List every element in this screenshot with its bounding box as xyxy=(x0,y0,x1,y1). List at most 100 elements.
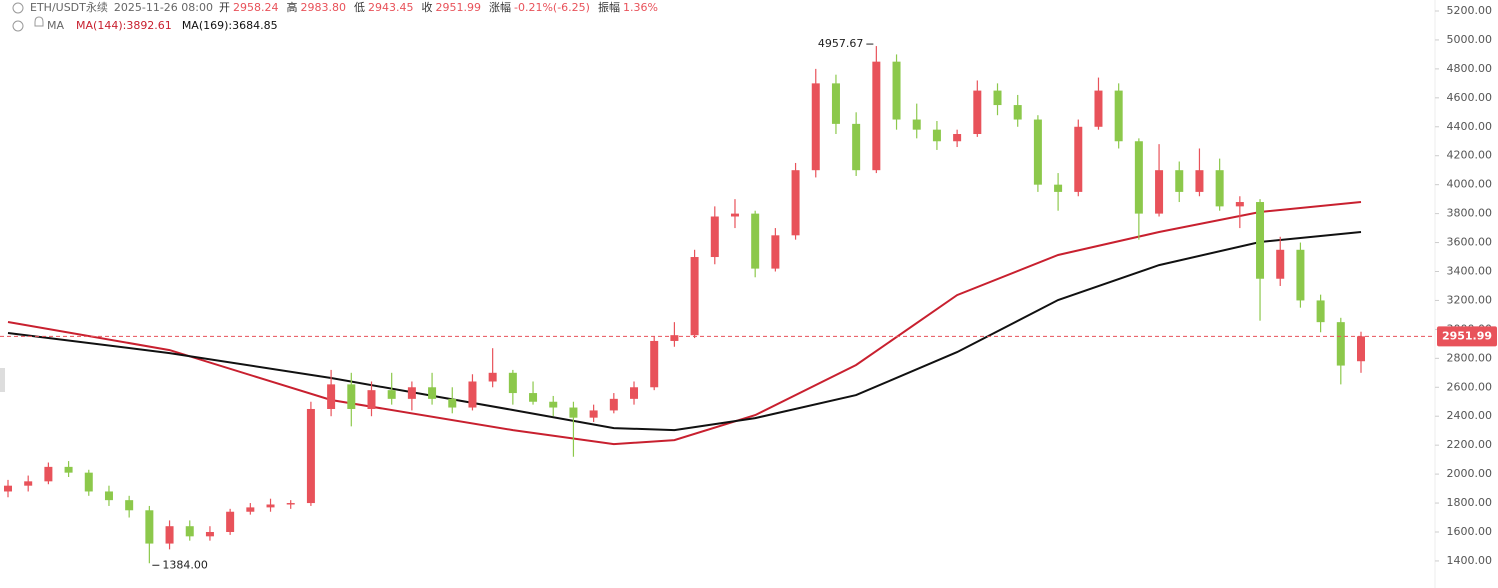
candle-body xyxy=(387,390,396,399)
candle-body xyxy=(226,511,235,532)
candle-body xyxy=(650,340,659,388)
candle-body xyxy=(266,504,275,508)
header-text: MA(144):3892.61 xyxy=(76,19,172,32)
header-text: 2943.45 xyxy=(368,1,414,14)
candle-body xyxy=(1054,184,1063,192)
header-text: ETH/USDT永续 xyxy=(30,0,108,14)
candle-body xyxy=(549,401,558,408)
candle-body xyxy=(973,90,982,135)
y-tick-label: 2800.00 xyxy=(1447,351,1493,364)
candle-body xyxy=(468,381,477,408)
candle-body xyxy=(1013,105,1022,120)
candle-body xyxy=(4,485,12,492)
candle-body xyxy=(751,213,760,269)
header-text: 2951.99 xyxy=(436,1,482,14)
header-text: 振幅 xyxy=(598,0,620,14)
indicator-line: MA MA(144):3892.61 MA(169):3684.85 xyxy=(34,16,278,32)
candle-body xyxy=(1195,170,1204,192)
candle-body xyxy=(306,408,315,504)
candle-body xyxy=(165,526,174,544)
candle-body xyxy=(569,407,578,418)
collapse-icon[interactable] xyxy=(12,20,24,32)
candle-body xyxy=(246,507,255,512)
candle-body xyxy=(125,500,134,511)
header-text: 2958.24 xyxy=(233,1,279,14)
y-tick-label: 1600.00 xyxy=(1447,525,1493,538)
y-tick-label: 4000.00 xyxy=(1447,178,1493,191)
candle-body xyxy=(1256,202,1265,279)
last-price-label: 2951.99 xyxy=(1442,329,1492,342)
candle-body xyxy=(529,393,538,402)
header-text: 涨幅 xyxy=(489,1,511,14)
header-line: ETH/USDT永续 2025-11-26 08:00 开 2958.24 高 2983.… xyxy=(30,0,658,14)
y-tick-label: 5000.00 xyxy=(1447,33,1493,46)
y-tick-label: 4200.00 xyxy=(1447,149,1493,162)
candle-body xyxy=(630,387,639,399)
candle-body xyxy=(670,335,679,341)
candle-body xyxy=(84,472,93,492)
header-text: -0.21%(-6.25) xyxy=(514,1,590,14)
candle-body xyxy=(710,216,719,258)
y-tick-label: 3200.00 xyxy=(1447,293,1493,306)
y-tick-label: 1800.00 xyxy=(1447,496,1493,509)
header-text: 开 xyxy=(219,1,230,14)
candle-body xyxy=(448,398,457,408)
candle-body xyxy=(852,123,861,171)
candle-body xyxy=(1215,170,1224,207)
candle-body xyxy=(1094,90,1103,127)
header-text: MA xyxy=(47,19,64,32)
header-text: 2983.80 xyxy=(301,1,347,14)
candle-body xyxy=(286,503,295,505)
candle-body xyxy=(1316,300,1325,323)
y-tick-label: 2600.00 xyxy=(1447,380,1493,393)
candle-body xyxy=(1296,249,1305,301)
candle-body xyxy=(1357,336,1365,362)
candle-body xyxy=(690,257,699,336)
y-tick-label: 3400.00 xyxy=(1447,264,1493,277)
candle-body xyxy=(407,387,416,399)
y-tick-label: 4400.00 xyxy=(1447,120,1493,133)
candle-body xyxy=(912,119,921,130)
side-handle xyxy=(0,368,5,392)
candle-body xyxy=(1336,322,1345,366)
candle-body xyxy=(185,526,194,537)
header-text: 高 xyxy=(287,0,298,14)
candle-body xyxy=(730,213,739,217)
y-tick-label: 4600.00 xyxy=(1447,91,1493,104)
candle-body xyxy=(1276,249,1285,279)
candle-body xyxy=(1033,119,1042,185)
candle-body xyxy=(872,61,881,171)
candle-body xyxy=(589,410,598,418)
candle-body xyxy=(791,170,800,236)
candle-body xyxy=(508,372,517,394)
y-tick-label: 2000.00 xyxy=(1447,467,1493,480)
candle-body xyxy=(953,134,962,142)
candle-body xyxy=(347,384,356,409)
y-tick-label: 3800.00 xyxy=(1447,207,1493,220)
y-tick-label: 4800.00 xyxy=(1447,62,1493,75)
header-text: 2025-11-26 08:00 xyxy=(114,1,213,14)
candle-body xyxy=(932,129,941,142)
candle-body xyxy=(1074,126,1083,192)
collapse-icon[interactable] xyxy=(12,2,24,14)
candle-body xyxy=(1114,90,1123,142)
candle-body xyxy=(892,61,901,120)
candle-body xyxy=(145,510,154,544)
candle-body xyxy=(64,466,73,473)
last-price-tag xyxy=(1437,326,1497,347)
candle-body xyxy=(993,90,1002,106)
candle-body xyxy=(811,83,820,171)
header-text: MA(169):3684.85 xyxy=(182,19,278,32)
y-tick-label: 2400.00 xyxy=(1447,409,1493,422)
y-tick-label: 2200.00 xyxy=(1447,438,1493,451)
annotation: 4957.67 xyxy=(818,37,864,50)
candle-body xyxy=(1235,202,1244,207)
candle-body xyxy=(327,384,336,409)
bell-icon xyxy=(34,16,44,27)
candle-body xyxy=(428,387,437,399)
candle-body xyxy=(1134,141,1143,214)
y-tick-label: 3600.00 xyxy=(1447,236,1493,249)
y-tick-label: 5200.00 xyxy=(1447,4,1493,17)
candle-body xyxy=(104,491,113,501)
